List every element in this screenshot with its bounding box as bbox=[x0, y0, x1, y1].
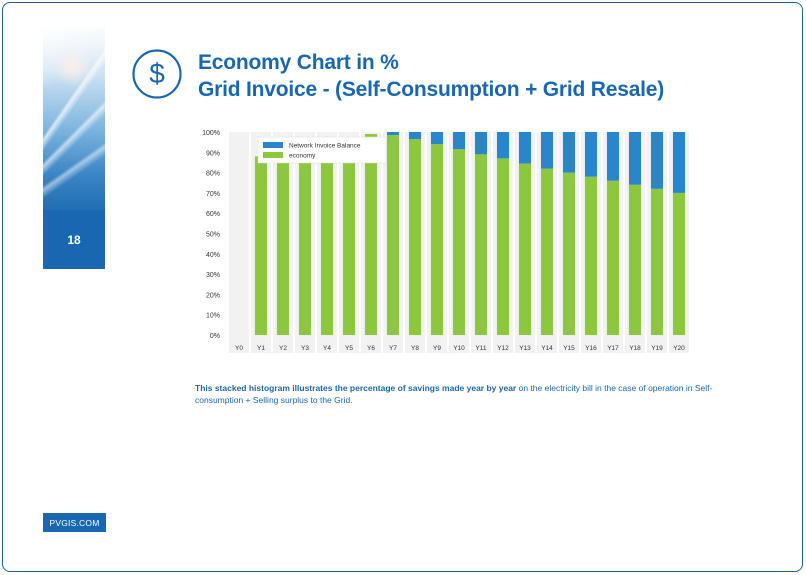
bar-network-invoice-balance bbox=[606, 132, 620, 181]
bar-network-invoice-balance bbox=[518, 132, 532, 164]
page-subtitle: Grid Invoice - (Self-Consumption + Grid … bbox=[198, 78, 665, 101]
bar-economy bbox=[386, 135, 400, 335]
y-tick-label: 80% bbox=[206, 171, 220, 178]
bar-network-invoice-balance bbox=[452, 132, 466, 150]
bar-economy bbox=[650, 188, 664, 335]
bar-economy bbox=[342, 156, 356, 335]
x-tick-label: Y4 bbox=[323, 345, 331, 352]
bar-economy bbox=[540, 168, 554, 335]
x-tick-label: Y3 bbox=[301, 345, 309, 352]
bar-economy bbox=[496, 158, 510, 335]
legend-label: economy bbox=[289, 153, 316, 160]
bar-network-invoice-balance bbox=[430, 132, 444, 145]
x-tick-label: Y19 bbox=[651, 345, 663, 352]
y-tick-label: 50% bbox=[206, 232, 220, 239]
y-tick-label: 40% bbox=[206, 252, 220, 259]
bar-network-invoice-balance bbox=[562, 132, 576, 173]
bar-network-invoice-balance bbox=[628, 132, 642, 185]
page-number: 18 bbox=[43, 210, 105, 269]
bar-economy bbox=[320, 156, 334, 335]
bar-economy bbox=[408, 139, 422, 335]
y-tick-label: 70% bbox=[206, 191, 220, 198]
chart-svg: 0% 10% 20% 30% 40% 50% 60% 70% 80% 90% 100% Y0 Y1 Y2 Y… bbox=[202, 130, 689, 353]
x-tick-label: Y17 bbox=[607, 345, 619, 352]
x-tick-label: Y18 bbox=[629, 345, 641, 352]
legend-swatch bbox=[263, 152, 283, 158]
bar-economy bbox=[584, 176, 598, 335]
bar-economy bbox=[628, 184, 642, 335]
caption-text: on the electricity bill in the case of o… bbox=[195, 383, 713, 405]
x-tick-label: Y5 bbox=[345, 345, 353, 352]
x-tick-label: Y11 bbox=[475, 345, 486, 352]
x-tick-label: Y15 bbox=[563, 345, 575, 352]
bar-economy bbox=[254, 156, 268, 335]
bar-economy bbox=[672, 192, 686, 335]
economy-chart: 0% 10% 20% 30% 40% 50% 60% 70% 80% 90% 100% Y0 Y1 Y2 Y… bbox=[190, 120, 700, 360]
x-tick-label: Y6 bbox=[367, 345, 375, 352]
sun-glow bbox=[53, 47, 93, 87]
bar-economy bbox=[364, 134, 378, 335]
x-tick-label: Y2 bbox=[279, 345, 287, 352]
bar-economy bbox=[474, 154, 488, 335]
y-tick-label: 90% bbox=[206, 150, 220, 157]
bar-network-invoice-balance bbox=[584, 132, 598, 177]
x-tick-label: Y16 bbox=[585, 345, 597, 352]
x-tick-label: Y14 bbox=[541, 345, 553, 352]
page-title: Economy Chart in % bbox=[198, 51, 399, 74]
bar-network-invoice-balance bbox=[496, 132, 510, 159]
y-tick-label: 60% bbox=[206, 211, 220, 218]
y-tick-label: 20% bbox=[206, 292, 220, 299]
y-tick-label: 0% bbox=[210, 333, 220, 340]
x-tick-label: Y10 bbox=[453, 345, 465, 352]
x-tick-label: Y0 bbox=[235, 345, 243, 352]
dollar-circle-icon: $ bbox=[132, 49, 182, 99]
solar-panel-image bbox=[43, 27, 105, 210]
x-tick-label: Y20 bbox=[673, 345, 685, 352]
x-tick-label: Y7 bbox=[389, 345, 397, 352]
bar-economy bbox=[518, 163, 532, 335]
legend-label: Network Invoice Balance bbox=[289, 143, 361, 150]
bar-network-invoice-balance bbox=[408, 132, 422, 140]
y-tick-label: 100% bbox=[202, 130, 220, 137]
caption-bold: This stacked histogram illustrates the p… bbox=[195, 383, 517, 393]
site-badge[interactable]: PVGIS.COM bbox=[43, 513, 106, 532]
category-band bbox=[229, 132, 249, 353]
bar-economy bbox=[606, 180, 620, 335]
bar-network-invoice-balance bbox=[386, 132, 400, 136]
x-tick-label: Y8 bbox=[411, 345, 419, 352]
bar-economy bbox=[430, 144, 444, 335]
x-tick-label: Y12 bbox=[497, 345, 509, 352]
bar-economy bbox=[298, 156, 312, 335]
bar-economy bbox=[562, 172, 576, 335]
bar-network-invoice-balance bbox=[474, 132, 488, 155]
bar-network-invoice-balance bbox=[540, 132, 554, 169]
y-tick-label: 10% bbox=[206, 313, 220, 320]
x-tick-label: Y1 bbox=[257, 345, 265, 352]
bar-network-invoice-balance bbox=[650, 132, 664, 189]
bar-economy bbox=[452, 149, 466, 335]
legend-swatch bbox=[263, 142, 283, 148]
y-tick-label: 30% bbox=[206, 272, 220, 279]
x-tick-label: Y13 bbox=[519, 345, 531, 352]
bar-network-invoice-balance bbox=[672, 132, 686, 193]
legend-box bbox=[257, 136, 387, 164]
chart-caption: This stacked histogram illustrates the p… bbox=[195, 382, 735, 406]
x-tick-label: Y9 bbox=[433, 345, 441, 352]
svg-text:$: $ bbox=[149, 58, 165, 89]
bar-economy bbox=[276, 156, 290, 335]
